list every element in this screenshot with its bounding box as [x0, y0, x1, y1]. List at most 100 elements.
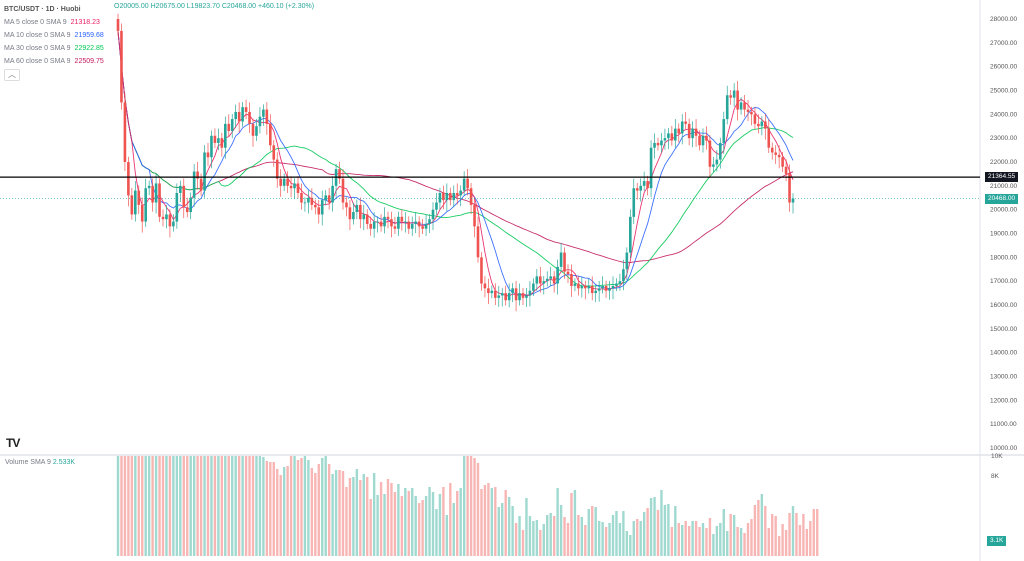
volume-bar	[587, 509, 590, 556]
volume-bar	[521, 530, 525, 556]
volume-bar	[251, 456, 255, 556]
candle	[127, 162, 130, 196]
volume-bar	[428, 487, 431, 556]
volume-bar	[528, 516, 532, 556]
volume-bar	[307, 460, 310, 556]
volume-bar	[324, 456, 327, 556]
volume-bar	[192, 456, 196, 556]
volume-bar	[462, 456, 466, 556]
price-tick-label: 25000.00	[990, 88, 1017, 95]
candle	[282, 178, 286, 186]
volume-bar	[670, 527, 674, 556]
candle	[255, 126, 258, 136]
volume-bar	[372, 473, 376, 556]
ma10-legend[interactable]: MA 10 close 0 SMA 9 21959.68	[4, 29, 104, 42]
candle	[563, 252, 566, 272]
volume-bar	[653, 497, 656, 556]
volume-bar	[812, 509, 815, 556]
candle	[466, 178, 469, 189]
volume-bar	[774, 516, 777, 556]
candle	[189, 197, 192, 213]
volume-bar	[265, 461, 269, 556]
ma-value: 21318.23	[70, 19, 100, 26]
candle	[514, 288, 518, 301]
symbol-label: BTC/USDT · 1D · Huobi	[4, 6, 81, 13]
volume-bar	[237, 456, 241, 556]
volume-legend[interactable]: Volume SMA 9 2.533K	[5, 459, 75, 466]
volume-bar	[556, 488, 559, 556]
candle	[487, 288, 490, 294]
volume-bar	[705, 528, 708, 556]
price-tick-label: 12000.00	[990, 397, 1017, 404]
candle	[400, 216, 404, 222]
volume-bar	[414, 496, 417, 556]
volume-bar	[722, 509, 725, 556]
candle	[549, 276, 552, 279]
candle	[649, 147, 653, 189]
volume-bar	[362, 474, 365, 556]
volume-bar	[296, 460, 300, 556]
ma60-line	[117, 30, 794, 264]
candle	[307, 197, 310, 203]
volume-bar	[767, 528, 770, 556]
volume-bar	[691, 521, 694, 556]
volume-bar	[584, 525, 587, 556]
volume-bar	[743, 533, 746, 556]
volume-bar	[736, 527, 739, 556]
volume-bar	[151, 456, 154, 556]
price-tick-label: 14000.00	[990, 350, 1017, 357]
candle	[500, 293, 504, 296]
candle	[736, 90, 739, 110]
volume-bar	[712, 534, 715, 556]
volume-bar	[369, 499, 372, 556]
candle	[355, 204, 359, 213]
candle	[525, 295, 528, 298]
ma60-legend[interactable]: MA 60 close 0 SMA 9 22509.75	[4, 55, 104, 68]
volume-bar	[417, 503, 421, 556]
price-tick-label: 17000.00	[990, 278, 1017, 285]
volume-bar	[210, 456, 213, 556]
volume-bar	[276, 469, 279, 556]
volume-bar	[771, 514, 774, 556]
candle	[494, 290, 497, 298]
candle	[414, 221, 417, 224]
ma5-legend[interactable]: MA 5 close 0 SMA 9 21318.23	[4, 16, 104, 29]
volume-bar	[677, 523, 680, 556]
candle	[642, 181, 646, 186]
candle	[473, 204, 476, 227]
volume-bar	[784, 530, 788, 556]
volume-bar	[397, 484, 400, 556]
volume-bar	[154, 456, 158, 556]
candle	[532, 283, 535, 291]
candle	[293, 183, 296, 189]
candle	[123, 102, 127, 162]
volume-bar	[591, 506, 594, 556]
candle	[182, 185, 186, 208]
candle	[161, 216, 165, 220]
volume-bar	[161, 456, 165, 556]
candle	[404, 221, 407, 223]
candle	[379, 221, 383, 227]
volume-bar	[732, 515, 736, 556]
candle	[324, 195, 327, 201]
chevron-up-icon[interactable]: ︿	[4, 69, 20, 81]
candle	[680, 121, 684, 134]
volume-bar	[694, 521, 698, 556]
candle	[203, 152, 206, 191]
ma30-legend[interactable]: MA 30 close 0 SMA 9 22922.85	[4, 42, 104, 55]
candle	[746, 109, 750, 112]
candle	[760, 121, 764, 127]
candle	[175, 192, 179, 222]
volume-bar	[798, 525, 802, 556]
candle	[237, 111, 241, 122]
volume-bar	[407, 491, 410, 556]
volume-bar	[175, 456, 179, 556]
candle	[365, 214, 369, 224]
candle	[179, 185, 182, 193]
tradingview-logo-icon[interactable]: TV	[6, 436, 20, 450]
volume-tick-label: 10K	[991, 453, 1003, 460]
candle	[165, 214, 168, 220]
volume-bar	[719, 523, 722, 556]
candle	[120, 30, 123, 103]
